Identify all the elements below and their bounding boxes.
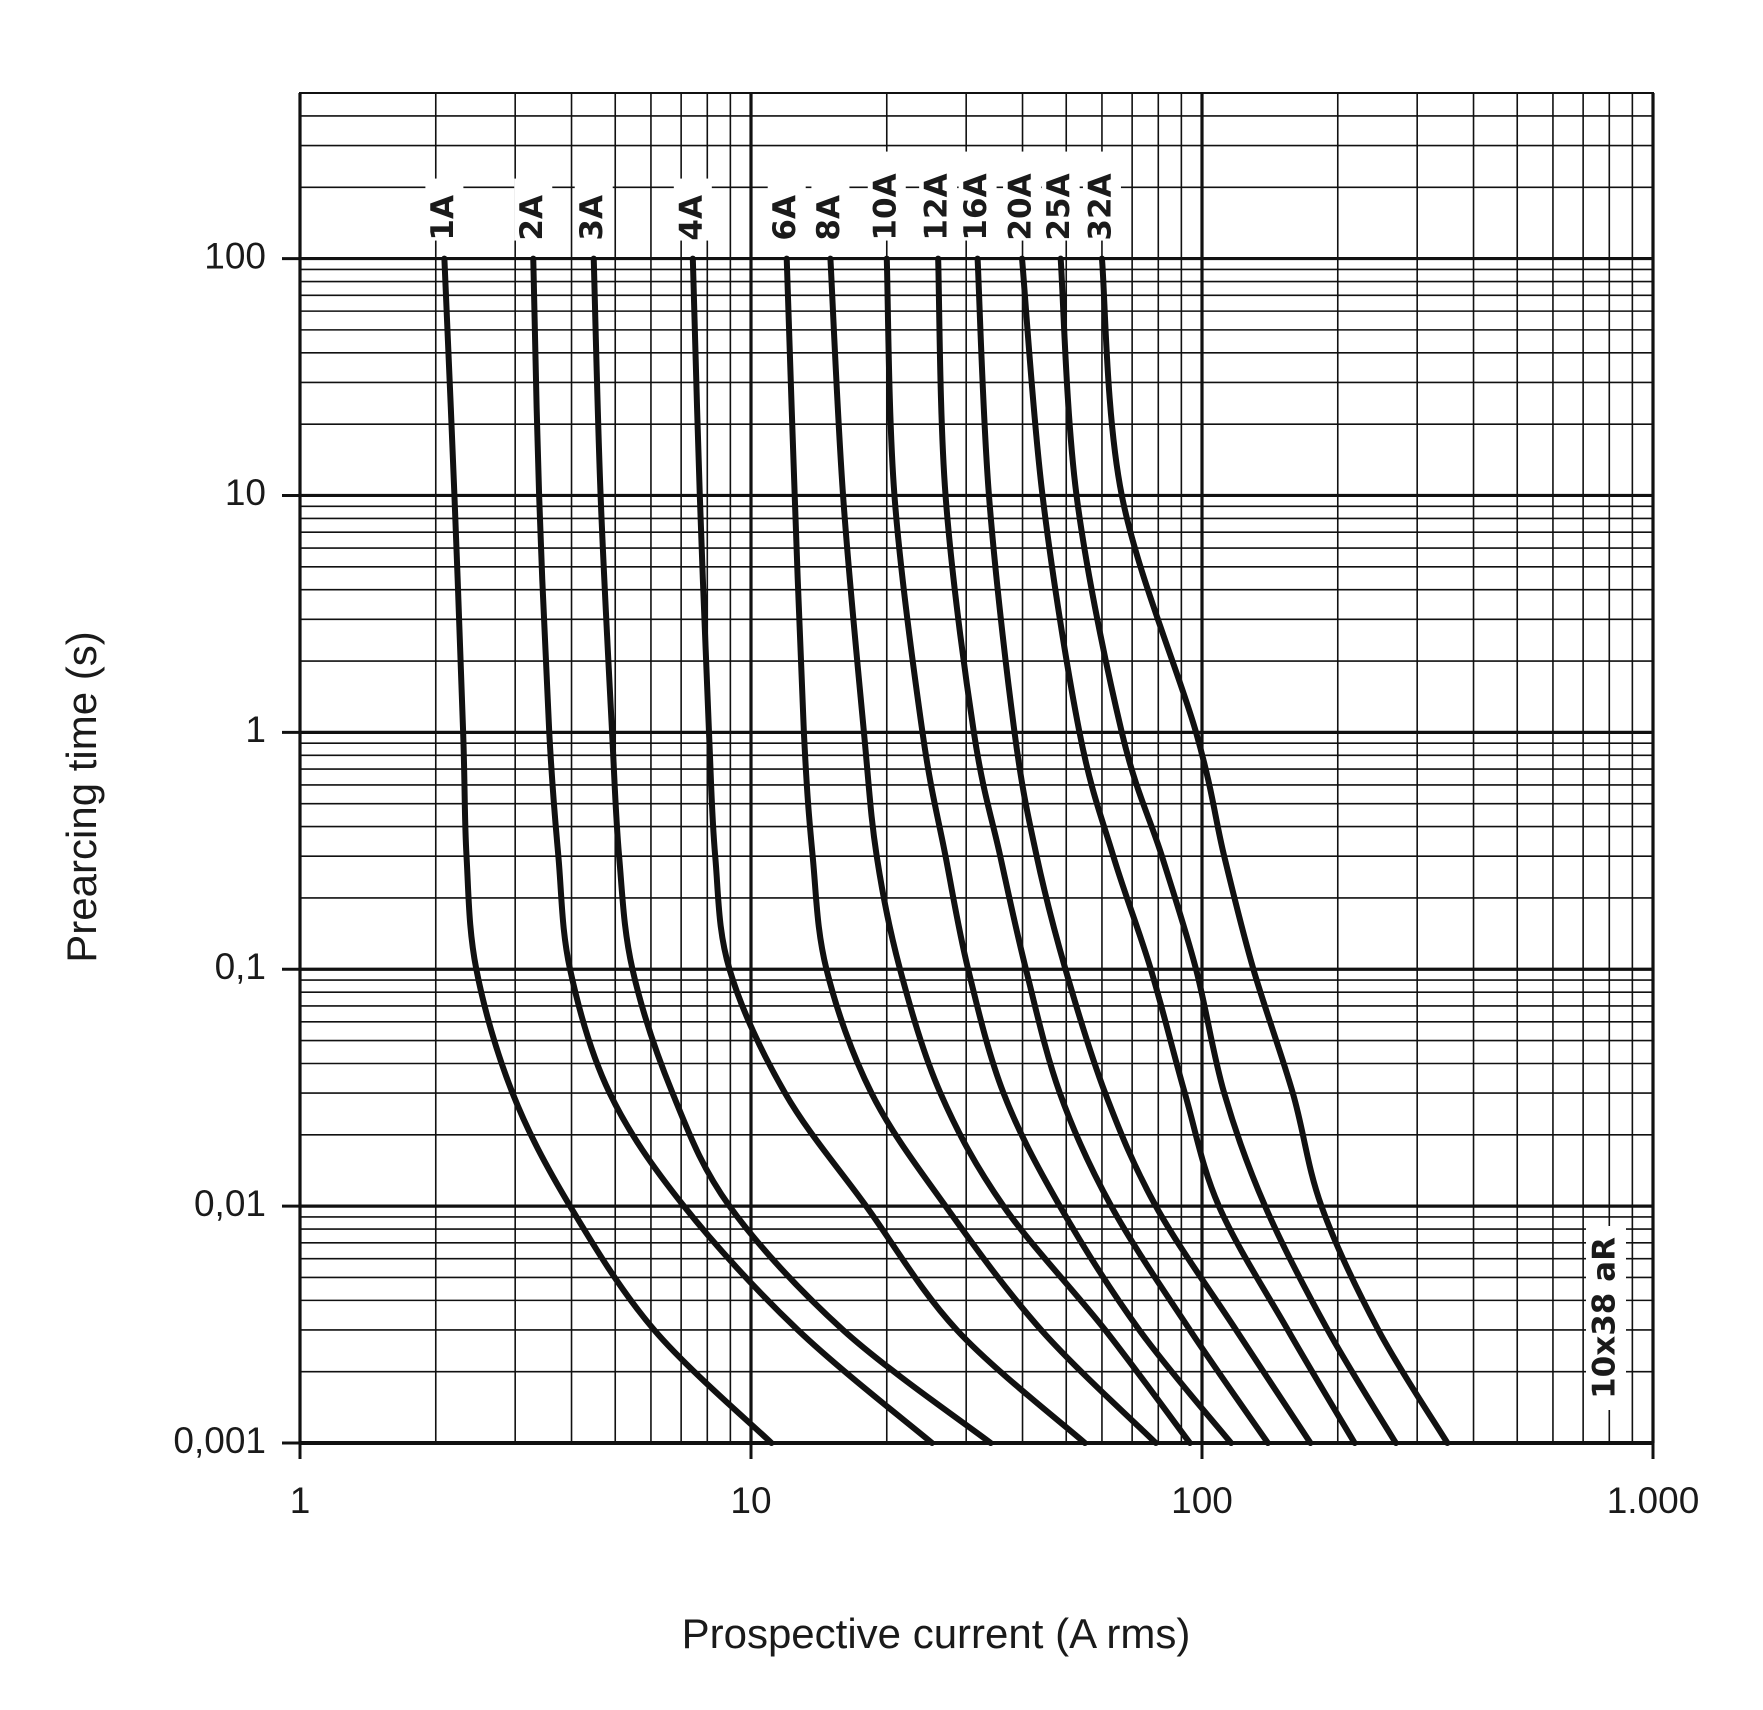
legend-label: 32A: [1082, 173, 1118, 240]
legend-bg: [1082, 151, 1121, 241]
legend-label: 12A: [919, 173, 955, 240]
legend-label: 25A: [1041, 173, 1077, 240]
legend-bg: [811, 178, 850, 241]
legend-label: 4A: [673, 195, 709, 241]
legend-label: 2A: [514, 195, 550, 241]
fuse-curve: [883, 255, 1235, 1446]
legend-bg: [673, 178, 712, 241]
y-tick-label: 0,001: [173, 1420, 266, 1461]
x-tick-label: 1.000: [1607, 1480, 1700, 1521]
y-axis-title: Prearcing time (s): [58, 631, 105, 962]
y-tick-label: 0,01: [194, 1183, 266, 1224]
y-tick-label: 1: [245, 709, 266, 750]
fuse-curve: [827, 255, 1193, 1446]
x-tick-label: 1: [290, 1480, 311, 1521]
fuse-curve: [1057, 255, 1399, 1446]
fuse-curve: [590, 255, 994, 1446]
legend-bg: [1003, 151, 1042, 241]
annotation: 10x38 aR: [1587, 1237, 1623, 1399]
legend-bg: [919, 151, 958, 241]
legend-label: 3A: [574, 195, 610, 241]
fuse-curve: [530, 255, 936, 1446]
legend-label: 1A: [425, 195, 461, 241]
fuse-curve: [1098, 255, 1451, 1446]
x-tick-label: 10: [730, 1480, 771, 1521]
legend-bg: [514, 178, 553, 241]
legend-bg: [867, 151, 906, 241]
legend-bg: [574, 178, 613, 241]
legend-label: 10A: [867, 173, 903, 240]
legend-bg: [958, 151, 997, 241]
x-tick-label: 100: [1171, 1480, 1233, 1521]
legend-bg: [1041, 151, 1080, 241]
fuse-curve: [1019, 255, 1358, 1446]
fuse-curve: [935, 255, 1271, 1446]
y-tick-label: 100: [204, 235, 266, 276]
y-tick-label: 10: [225, 472, 266, 513]
annotation-bg: [1586, 1226, 1626, 1410]
legend-label: 8A: [811, 195, 847, 241]
legend-label: 16A: [958, 173, 994, 240]
fuse-curve: [441, 255, 775, 1446]
fuse-curve: [783, 255, 1159, 1446]
legend-label: 20A: [1003, 173, 1039, 240]
x-axis-title: Prospective current (A rms): [682, 1610, 1191, 1657]
y-tick-label: 0,1: [215, 946, 266, 987]
legend-bg: [425, 178, 464, 241]
fuse-curve: [974, 255, 1314, 1446]
legend-label: 6A: [767, 195, 803, 241]
legend-bg: [767, 178, 806, 241]
fuse-curve: [689, 255, 1088, 1446]
